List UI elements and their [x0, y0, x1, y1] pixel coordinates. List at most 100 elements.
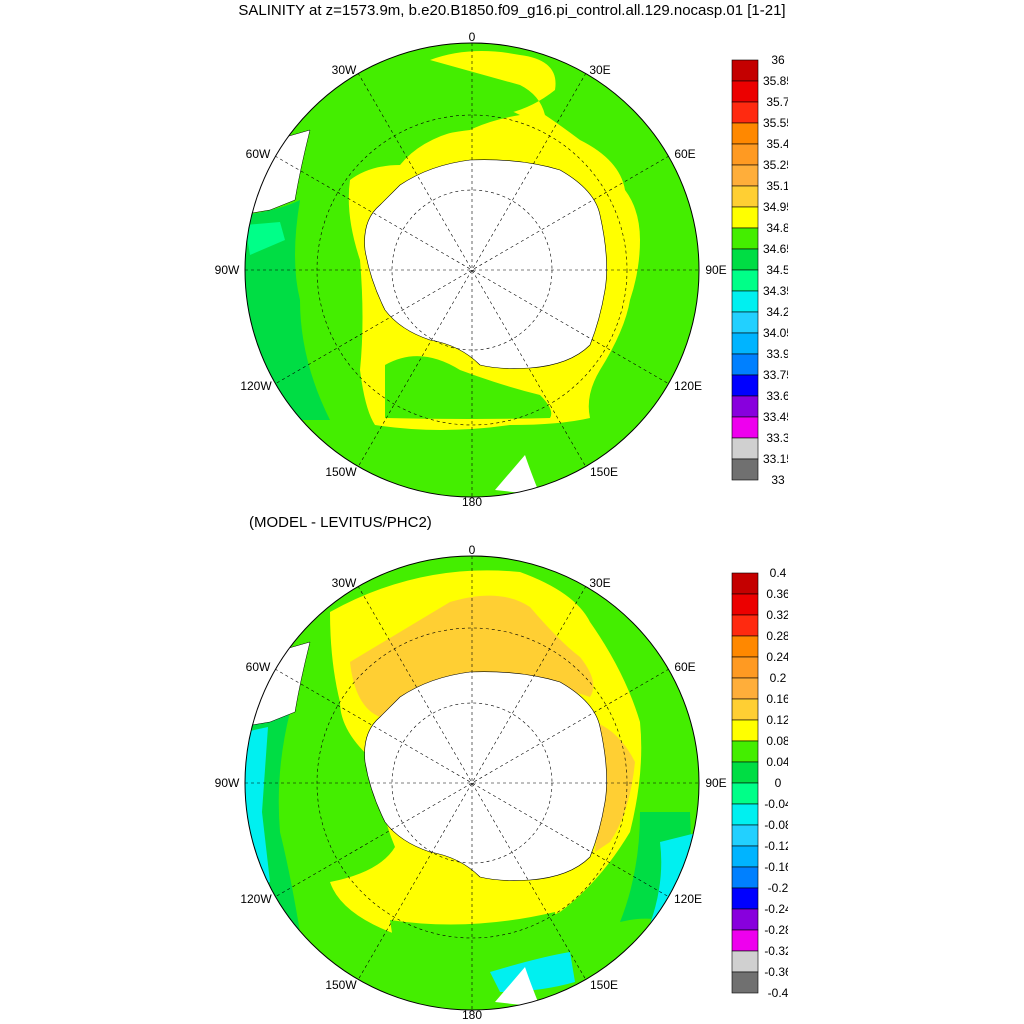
svg-text:60E: 60E — [674, 660, 695, 674]
colorbar-tick-label: 35.4 — [766, 137, 788, 151]
colorbar-tick-label: -0.4 — [768, 986, 788, 1000]
svg-text:120W: 120W — [240, 379, 272, 393]
salinity-colorbar: 36 35.85 35.7 35.55 35.4 35.25 35.1 34.95 34.8 34… — [731, 54, 788, 487]
svg-text:90E: 90E — [705, 263, 726, 277]
colorbar-swatch — [731, 845, 759, 868]
svg-text:150E: 150E — [590, 978, 618, 992]
svg-text:0: 0 — [469, 30, 476, 44]
diff-field-ross-green — [390, 912, 560, 966]
colorbar-swatch — [731, 164, 759, 187]
colorbar-tick-label: 34.05 — [763, 326, 788, 340]
colorbar-tick-label: 0.2 — [770, 671, 787, 685]
colorbar-tick-label: 33 — [771, 473, 785, 487]
colorbar-swatch — [731, 269, 759, 292]
colorbar-tick-label: 35.55 — [763, 116, 788, 130]
colorbar-swatch — [731, 887, 759, 910]
map-border-2 — [244, 555, 700, 1011]
colorbar-swatch — [731, 227, 759, 250]
colorbar-swatch — [731, 353, 759, 376]
svg-text:30E: 30E — [589, 576, 610, 590]
colorbar-swatch — [731, 635, 759, 658]
new-zealand-land-2 — [495, 967, 540, 1007]
colorbar-swatch — [731, 677, 759, 700]
longitude-labels: 0 30E 60E 90E 120E 150E 180 150W 120W 90… — [215, 30, 727, 509]
colorbar-swatch — [731, 866, 759, 889]
colorbar-swatch — [731, 593, 759, 616]
colorbar-tick-label: 35.7 — [766, 95, 788, 109]
colorbar-swatch — [731, 59, 759, 82]
colorbar-tick-label: 34.65 — [763, 242, 788, 256]
antarctica-landmass-2 — [364, 671, 607, 881]
colorbar-swatch — [731, 332, 759, 355]
colorbar-tick-label: 0.4 — [770, 567, 787, 580]
colorbar-swatch — [731, 614, 759, 637]
colorbar-tick-label: -0.16 — [764, 860, 788, 874]
colorbar-tick-label: 0.28 — [766, 629, 788, 643]
colorbar-swatch — [731, 803, 759, 826]
colorbar-tick-label: 0.16 — [766, 692, 788, 706]
svg-text:90W: 90W — [215, 263, 240, 277]
map-border — [244, 42, 700, 498]
svg-text:120E: 120E — [674, 379, 702, 393]
colorbar-swatch — [731, 929, 759, 952]
svg-text:150E: 150E — [590, 465, 618, 479]
colorbar-tick-label: -0.32 — [764, 944, 788, 958]
colorbar-tick-label: 34.95 — [763, 200, 788, 214]
difference-polar-map: 0 30E 60E 90E 120E 150E 180 150W 120W 90… — [215, 543, 727, 1022]
colorbar-swatch — [731, 416, 759, 439]
colorbar-tick-label: 33.6 — [766, 389, 788, 403]
svg-text:60W: 60W — [246, 147, 271, 161]
graticule-2 — [245, 556, 699, 1010]
colorbar-swatch — [731, 719, 759, 742]
colorbar-tick-label: -0.12 — [764, 839, 788, 853]
colorbar-tick-label: 0.36 — [766, 587, 788, 601]
svg-text:90W: 90W — [215, 776, 240, 790]
colorbar-tick-label: 33.45 — [763, 410, 788, 424]
colorbar-tick-label: 33.15 — [763, 452, 788, 466]
ocean-field-ross-green — [385, 356, 552, 419]
ocean-field-weddell-green — [379, 100, 520, 160]
ocean-field-lowest-patch — [245, 222, 285, 255]
colorbar-tick-label: 34.35 — [763, 284, 788, 298]
colorbar-tick-label: 34.2 — [766, 305, 788, 319]
colorbar-swatch — [731, 950, 759, 973]
colorbar-tick-label: -0.36 — [764, 965, 788, 979]
svg-text:150W: 150W — [325, 978, 357, 992]
colorbar-tick-label: 34.8 — [766, 221, 788, 235]
colorbar-tick-label: 35.1 — [766, 179, 788, 193]
colorbar-tick-label: 0.04 — [766, 755, 788, 769]
colorbar-swatch — [731, 698, 759, 721]
difference-title: (MODEL - LEVITUS/PHC2) — [249, 514, 432, 531]
colorbar-tick-label: -0.28 — [764, 923, 788, 937]
colorbar-swatch — [731, 290, 759, 313]
colorbar-swatch — [731, 761, 759, 784]
colorbar-swatch — [731, 908, 759, 931]
colorbar-tick-label: 36 — [771, 54, 785, 67]
colorbar-swatch — [731, 458, 759, 481]
difference-colorbar: 0.4 0.36 0.32 0.28 0.24 0.2 0.16 0.12 0.08 0.04 0 -… — [731, 567, 788, 1000]
colorbar-swatch — [731, 311, 759, 334]
colorbar-tick-label: 33.75 — [763, 368, 788, 382]
salinity-polar-map: 0 30E 60E 90E 120E 150E 180 150W 120W 90… — [215, 30, 727, 509]
colorbar-swatch — [731, 971, 759, 994]
colorbar-swatch — [731, 185, 759, 208]
graticule — [245, 43, 699, 497]
svg-text:0: 0 — [469, 543, 476, 557]
colorbar-swatch — [731, 374, 759, 397]
colorbar-swatch — [731, 740, 759, 763]
svg-text:180: 180 — [462, 495, 482, 509]
colorbar-tick-label: 0.08 — [766, 734, 788, 748]
colorbar-tick-label: 34.5 — [766, 263, 788, 277]
colorbar-tick-label: 33.9 — [766, 347, 788, 361]
colorbar-swatch — [731, 782, 759, 805]
colorbar-tick-label: 35.85 — [763, 74, 788, 88]
page-title: SALINITY at z=1573.9m, b.e20.B1850.f09_g… — [238, 2, 786, 19]
colorbar-swatch — [731, 122, 759, 145]
svg-text:90E: 90E — [705, 776, 726, 790]
svg-text:30W: 30W — [332, 576, 357, 590]
colorbar-swatch — [731, 80, 759, 103]
colorbar-swatch — [731, 437, 759, 460]
svg-text:180: 180 — [462, 1008, 482, 1022]
colorbar-tick-label: 35.25 — [763, 158, 788, 172]
colorbar-swatch — [731, 572, 759, 595]
